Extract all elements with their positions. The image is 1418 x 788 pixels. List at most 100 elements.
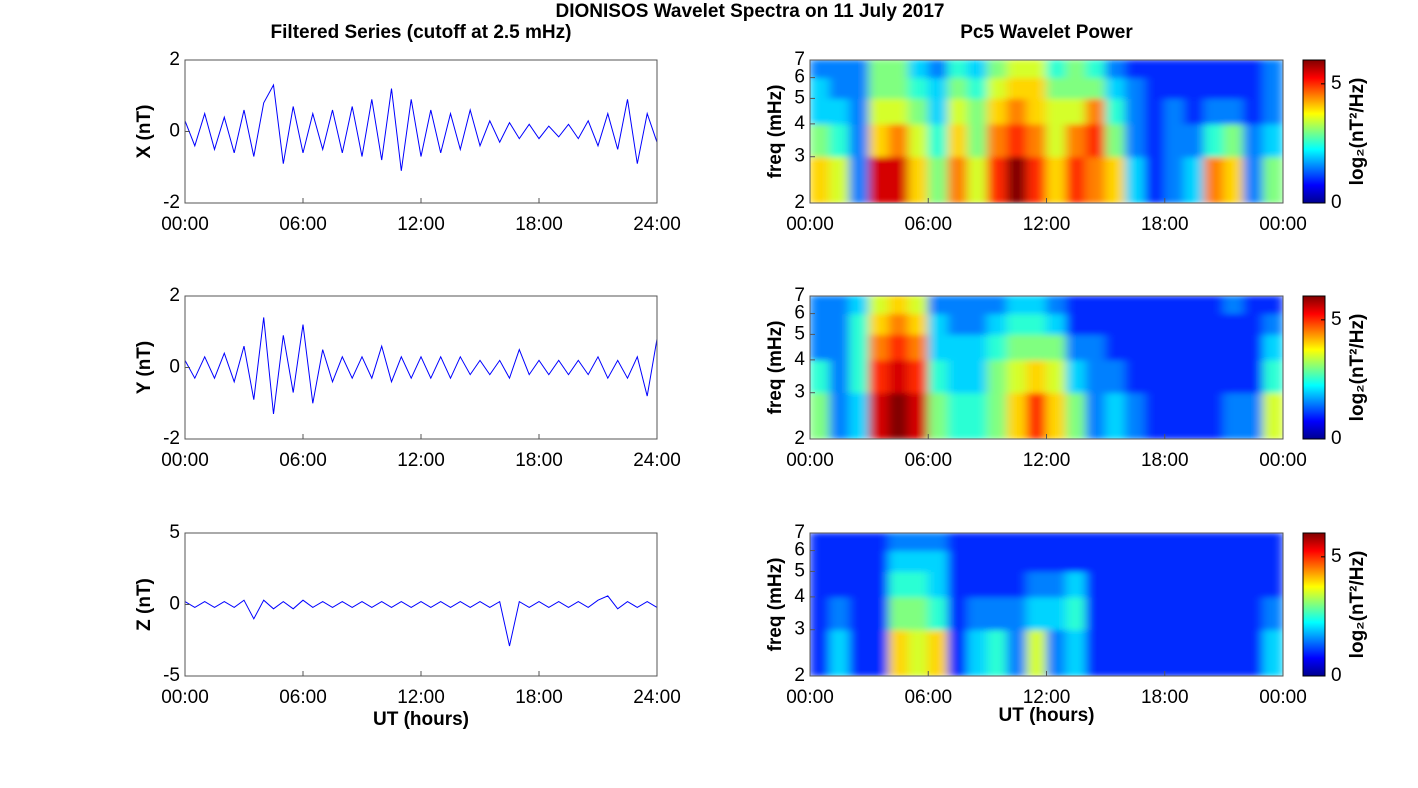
heatmap-cell: [1026, 60, 1047, 79]
heatmap-cell: [810, 333, 831, 361]
heatmap-cell: [848, 97, 870, 125]
heatmap-cell: [986, 123, 1008, 158]
heatmap-cell: [1006, 123, 1028, 158]
heatmap-cell: [1026, 570, 1047, 598]
heatmap-cell: [1124, 333, 1146, 361]
heatmap-cell: [1164, 570, 1185, 598]
heatmap-cell: [927, 333, 949, 361]
heatmap-cell: [1046, 596, 1067, 631]
heatmap: [810, 296, 1283, 439]
y-tick-label: -5: [163, 665, 180, 686]
panel-title: Pc5 Wavelet Power: [960, 22, 1133, 43]
heatmap-cell: [967, 629, 988, 676]
heatmap-cell: [1164, 123, 1185, 158]
heatmap-cell: [1203, 359, 1225, 394]
heatmap-cell: [848, 313, 870, 335]
heatmap-cell: [1203, 296, 1225, 315]
heatmap-cell: [1026, 359, 1047, 394]
heatmap-cell: [1065, 359, 1087, 394]
heatmap-cell: [1006, 550, 1028, 572]
heatmap-cell: [810, 596, 831, 631]
heatmap-cell: [1262, 570, 1283, 598]
heatmap-cell: [1085, 97, 1107, 125]
heatmap-cell: [810, 359, 831, 394]
heatmap-cell: [1164, 156, 1185, 203]
heatmap-cell: [1262, 123, 1283, 158]
heatmap-cell: [1164, 596, 1185, 631]
y-axis-label: Z (nT): [134, 578, 155, 631]
heatmap-cell: [927, 296, 949, 315]
heatmap-cell: [868, 123, 890, 158]
heatmap-cell: [810, 156, 831, 203]
heatmap-cell: [1085, 570, 1107, 598]
heatmap-cell: [1006, 60, 1028, 79]
heatmap-cell: [1085, 156, 1107, 203]
heatmap-cell: [947, 596, 969, 631]
heatmap-cell: [1243, 123, 1264, 158]
y-tick-label: 0: [169, 594, 180, 615]
heatmap-cells: [810, 60, 1283, 203]
y-tick-label: 5: [794, 323, 805, 344]
heatmap-cell: [908, 156, 929, 203]
heatmap-cell: [1105, 596, 1126, 631]
heatmap-cell: [1262, 359, 1283, 394]
heatmap-cell: [1046, 77, 1067, 99]
heatmap-cell: [1065, 629, 1087, 676]
heatmap-cell: [986, 550, 1008, 572]
heatmap-cell: [927, 77, 949, 99]
heatmap-cell: [1183, 296, 1205, 315]
x-tick-label: 12:00: [1023, 214, 1071, 235]
heatmap-cell: [1164, 77, 1185, 99]
heatmap-cell: [967, 570, 988, 598]
heatmap-cell: [1046, 123, 1067, 158]
x-tick-label: 06:00: [279, 687, 327, 708]
heatmap-cell: [927, 533, 949, 552]
heatmap-cell: [1203, 313, 1225, 335]
heatmap-cell: [927, 392, 949, 439]
plot-area: [185, 533, 657, 676]
heatmap-cell: [947, 359, 969, 394]
heatmap-cell: [1046, 313, 1067, 335]
y-tick-label: 2: [794, 665, 805, 686]
heatmap-cell: [1046, 359, 1067, 394]
heatmap-cell: [1046, 533, 1067, 552]
heatmap-cell: [1046, 296, 1067, 315]
heatmap-cell: [967, 77, 988, 99]
heatmap-cell: [967, 60, 988, 79]
heatmap-cell: [1065, 77, 1087, 99]
heatmap-cell: [947, 123, 969, 158]
heatmap-cell: [1262, 550, 1283, 572]
heatmap-cell: [1124, 60, 1146, 79]
heatmap-cell: [908, 77, 929, 99]
heatmap-cell: [908, 296, 929, 315]
heatmap-cell: [967, 123, 988, 158]
heatmap-cell: [1223, 60, 1245, 79]
x-tick-label: 06:00: [904, 214, 952, 235]
x-tick-label: 24:00: [633, 450, 681, 471]
x-tick-label: 18:00: [515, 450, 563, 471]
heatmap-cell: [1262, 60, 1283, 79]
heatmap-cell: [1243, 596, 1264, 631]
x-tick-label: 00:00: [1259, 214, 1307, 235]
heatmap-cell: [868, 97, 890, 125]
heatmap-cell: [888, 359, 910, 394]
heatmap-cell: [927, 97, 949, 125]
heatmap-cell: [947, 97, 969, 125]
heatmap-cell: [868, 629, 890, 676]
heatmap-cell: [1085, 333, 1107, 361]
heatmap-cell: [868, 359, 890, 394]
heatmap-cell: [1124, 570, 1146, 598]
heatmap-cell: [1105, 77, 1126, 99]
heatmap-cell: [1243, 313, 1264, 335]
heatmap-cell: [1026, 629, 1047, 676]
heatmap-cell: [1262, 97, 1283, 125]
heatmap-cell: [1203, 550, 1225, 572]
y-tick-label: 0: [169, 121, 180, 142]
heatmap-cell: [967, 296, 988, 315]
heatmap-cell: [1223, 359, 1245, 394]
heatmap-cell: [888, 392, 910, 439]
heatmap-cell: [1065, 533, 1087, 552]
heatmap-cell: [848, 570, 870, 598]
heatmap-cell: [1006, 333, 1028, 361]
heatmap-cell: [1006, 156, 1028, 203]
